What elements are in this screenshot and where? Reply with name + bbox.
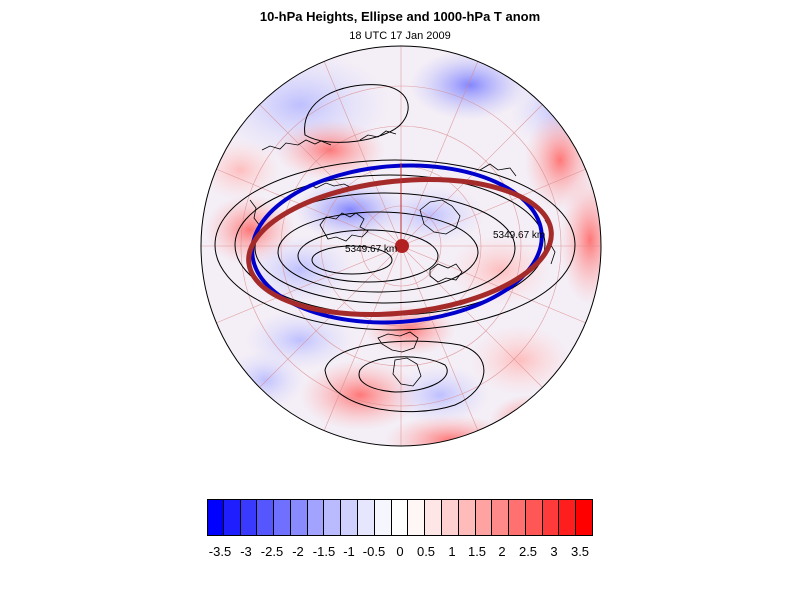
colorbar-swatch (324, 499, 342, 536)
colorbar-label: 3 (550, 544, 558, 559)
colorbar-swatch (341, 499, 359, 536)
colorbar-label: -1.5 (312, 544, 336, 559)
colorbar-swatch (240, 499, 258, 536)
colorbar-swatch (576, 499, 593, 536)
colorbar-label: 3.5 (570, 544, 590, 559)
colorbar-swatch (391, 499, 409, 536)
colorbar-label: 1.5 (467, 544, 487, 559)
colorbar-swatch (525, 499, 543, 536)
contour-label-east: 5349.67 km (493, 230, 545, 241)
colorbar-swatch (408, 499, 426, 536)
colorbar-swatch (425, 499, 442, 536)
edge-contour (250, 163, 544, 325)
colorbar-label: 2 (498, 544, 506, 559)
fitted-ellipse (246, 176, 554, 318)
colorbar-label: -2.5 (260, 544, 284, 559)
colorbar-label: -3.5 (208, 544, 232, 559)
colorbar (207, 499, 593, 536)
contour-label-west: 5349.67 km (345, 244, 397, 255)
colorbar-swatch (509, 499, 526, 536)
colorbar-swatch (290, 499, 308, 536)
colorbar-label: -0.5 (362, 544, 386, 559)
colorbar-swatch (374, 499, 392, 536)
colorbar-label: -1 (343, 544, 355, 559)
colorbar-swatch (307, 499, 325, 536)
figure-subtitle: 18 UTC 17 Jan 2009 (349, 30, 451, 42)
map-border (200, 45, 602, 447)
colorbar-swatch (223, 499, 241, 536)
colorbar-swatch (542, 499, 560, 536)
colorbar-swatch (207, 499, 224, 536)
temperature-anomaly-field (201, 46, 601, 446)
colorbar-swatch (492, 499, 510, 536)
colorbar-swatch (441, 499, 459, 536)
colorbar-label: 0.5 (416, 544, 436, 559)
colorbar-label: 1 (448, 544, 456, 559)
figure-title: 10-hPa Heights, Ellipse and 1000-hPa T a… (259, 9, 541, 24)
colorbar-label: 2.5 (518, 544, 538, 559)
colorbar-label: 0 (396, 544, 404, 559)
colorbar-swatch (475, 499, 493, 536)
colorbar-swatch (358, 499, 375, 536)
colorbar-swatch (458, 499, 476, 536)
pole-center-marker (395, 239, 409, 253)
colorbar-swatch (559, 499, 577, 536)
colorbar-label: -3 (240, 544, 252, 559)
colorbar-label: -2 (292, 544, 304, 559)
colorbar-swatch (274, 499, 291, 536)
colorbar-swatch (257, 499, 275, 536)
